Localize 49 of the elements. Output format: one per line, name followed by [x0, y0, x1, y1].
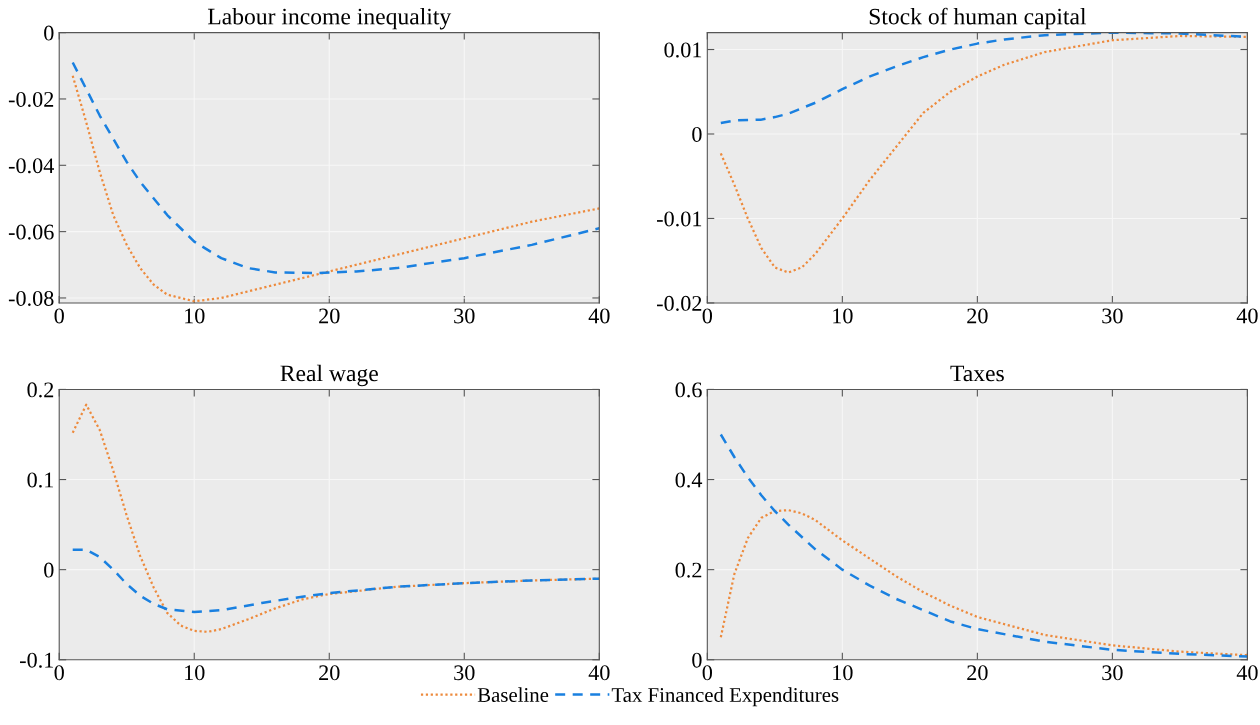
x-tick-label: 30 — [454, 665, 475, 681]
x-tick-label: 40 — [1236, 665, 1258, 681]
y-tick-label: 0 — [44, 562, 54, 578]
x-tick-label: 10 — [833, 665, 853, 681]
legend-label: Tax Financed Expenditures — [611, 687, 839, 707]
y-tick-label: 0 — [692, 652, 702, 668]
y-tick-label: -0.06 — [8, 224, 54, 240]
x-tick-label: 40 — [1236, 308, 1258, 324]
y-tick-label: -0.01 — [657, 211, 702, 227]
line-series — [71, 74, 600, 303]
chart-title: Stock of human capital — [869, 7, 1087, 30]
y-tick-label: -0.02 — [8, 91, 54, 107]
x-tick-label: 20 — [319, 308, 340, 324]
line-series — [71, 61, 600, 275]
y-tick-label: -0.08 — [8, 290, 54, 306]
y-tick-label: -0.1 — [20, 652, 54, 668]
x-tick-label: 20 — [967, 308, 988, 324]
chart-title: Labour income inequality — [207, 7, 452, 30]
y-tick-label: 0.6 — [675, 382, 702, 398]
x-tick-label: 20 — [319, 665, 340, 681]
line-series — [719, 509, 1248, 657]
x-tick-label: 0 — [702, 308, 713, 324]
chart-title: Real wage — [280, 364, 378, 387]
y-tick-label: 0.4 — [675, 472, 703, 488]
x-tick-label: 20 — [967, 665, 988, 681]
x-tick-label: 10 — [833, 308, 853, 324]
x-tick-label: 0 — [54, 308, 64, 324]
y-tick-label: 0 — [44, 25, 54, 41]
y-tick-label: 0 — [692, 126, 702, 142]
y-tick-label: 0.2 — [675, 562, 702, 578]
x-tick-label: 30 — [454, 308, 475, 324]
x-tick-label: 0 — [54, 665, 64, 681]
x-tick-label: 10 — [185, 665, 205, 681]
x-tick-label: 0 — [702, 665, 713, 681]
x-tick-label: 40 — [588, 308, 610, 324]
legend-label: Baseline — [477, 687, 549, 703]
y-tick-label: 0.2 — [27, 382, 54, 398]
line-series — [71, 548, 600, 614]
y-tick-label: -0.02 — [657, 295, 702, 311]
x-tick-label: 30 — [1102, 665, 1123, 681]
x-tick-label: 40 — [588, 665, 610, 681]
line-series — [719, 34, 1248, 274]
x-tick-label: 30 — [1102, 308, 1123, 324]
line-series — [719, 433, 1248, 658]
y-tick-label: -0.04 — [8, 158, 55, 174]
chart-title: Taxes — [950, 365, 1004, 382]
y-tick-label: 0.1 — [27, 472, 54, 488]
x-tick-label: 10 — [185, 308, 205, 324]
y-tick-label: 0.01 — [664, 42, 702, 58]
